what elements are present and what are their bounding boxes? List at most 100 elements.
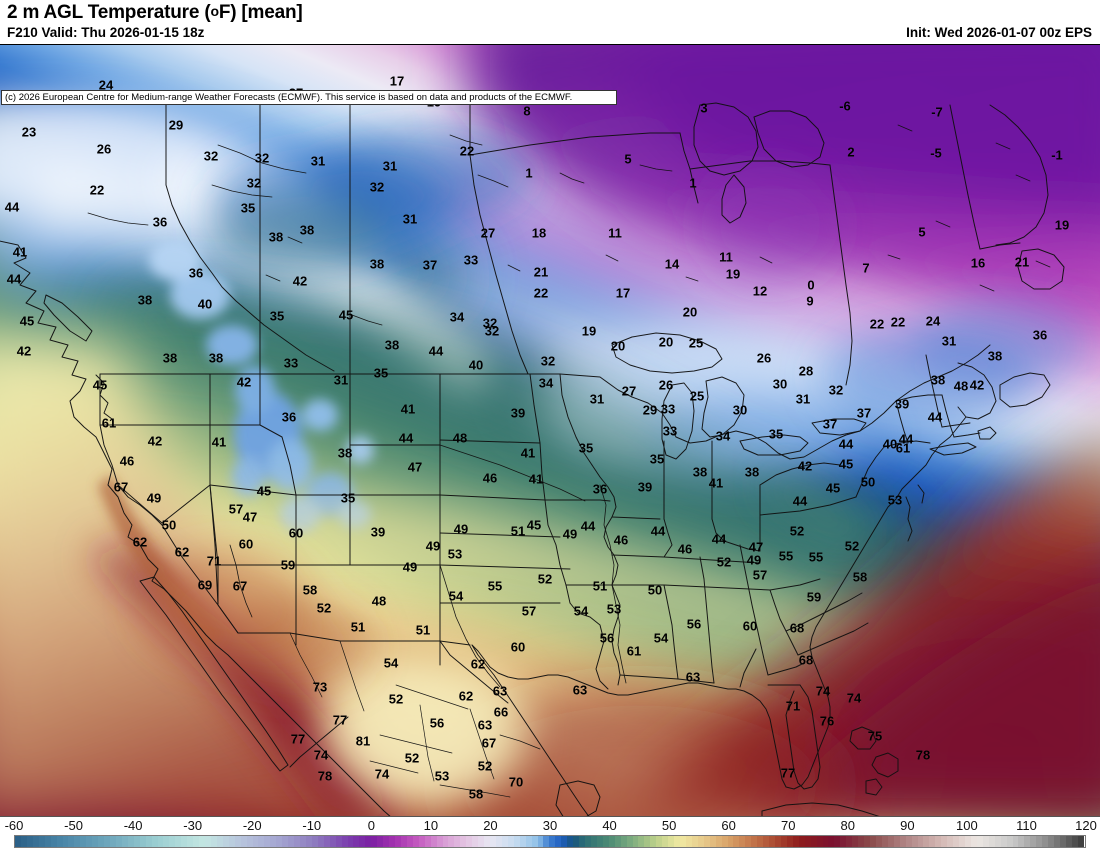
temp-label: 78	[317, 768, 333, 784]
temp-label: 5	[918, 224, 926, 240]
colorbar-cell	[834, 836, 841, 847]
temp-label: 63	[685, 669, 701, 685]
colorbar-cell	[573, 836, 580, 847]
colorbar-cell	[121, 836, 128, 847]
colorbar-cell	[104, 836, 110, 847]
colorbar-cell	[976, 836, 983, 847]
colorbar-cell	[685, 836, 692, 847]
colorbar-cell	[525, 836, 532, 847]
colorbar-cell	[644, 836, 651, 847]
temp-label: 45	[526, 517, 542, 533]
colorbar-cell	[775, 836, 781, 847]
temp-label: 0	[807, 277, 815, 293]
temp-label: 29	[642, 402, 658, 418]
temp-label: 24	[98, 77, 114, 93]
temp-label: 39	[370, 524, 386, 540]
watermark-text-right: tal weather	[879, 813, 1094, 816]
temperature-map[interactable]: (c) 2026 European Centre for Medium-rang…	[0, 44, 1100, 817]
temp-label: 54	[383, 655, 399, 671]
colorbar-cell	[751, 836, 758, 847]
colorbar-tick-labels: -60 -50 -40 -30 -20 -10 0 10 20 30 40 50 60 70 80 90 100…	[0, 818, 1100, 834]
temp-label: 22	[89, 182, 105, 198]
colorbar-tick: 10	[423, 818, 439, 833]
temp-label: 27	[480, 225, 496, 241]
temp-label: 44	[398, 430, 414, 446]
temp-label: 60	[238, 536, 254, 552]
colorbar-cell	[1065, 836, 1072, 847]
temp-label: 51	[350, 619, 366, 635]
colorbar-cell	[347, 836, 354, 847]
temp-label: 77	[332, 712, 348, 728]
colorbar-cell	[139, 836, 146, 847]
colorbar-cell	[965, 836, 971, 847]
colorbar-cell	[786, 836, 793, 847]
temp-label: -7	[931, 104, 943, 120]
temp-label: 36	[1032, 327, 1048, 343]
colorbar-cell	[472, 836, 479, 847]
temp-label: 37	[822, 416, 838, 432]
colorbar-cell	[804, 836, 811, 847]
temp-label: 63	[572, 682, 588, 698]
colorbar-cell	[650, 836, 657, 847]
colorbar-tick: -30	[183, 818, 203, 833]
temp-label: 14	[664, 256, 680, 272]
page-title: 2 m AGL Temperature (oF) [mean]	[7, 2, 303, 23]
colorbar-cell	[323, 836, 330, 847]
temp-label: 61	[101, 415, 117, 431]
colorbar-cell	[264, 836, 271, 847]
colorbar-cell	[163, 836, 170, 847]
temp-label: 32	[540, 353, 556, 369]
colorbar-cell	[86, 836, 93, 847]
colorbar-cell	[608, 836, 615, 847]
temp-label: 48	[371, 593, 387, 609]
temp-label: 20	[610, 338, 626, 354]
temp-label: 11	[719, 249, 733, 265]
temp-label: 58	[302, 582, 318, 598]
temp-label: 46	[613, 532, 629, 548]
temp-label: 38	[208, 350, 224, 366]
temp-label: 68	[798, 652, 814, 668]
colorbar-cell	[632, 836, 639, 847]
colorbar-cell	[181, 836, 188, 847]
colorbar-tick: 30	[542, 818, 558, 833]
temp-label: 41	[708, 475, 724, 491]
colorbar-cell	[210, 836, 217, 847]
temp-label: 40	[882, 436, 898, 452]
colorbar-cell	[216, 836, 223, 847]
colorbar-tick: 110	[1016, 818, 1037, 833]
temp-label: 41	[520, 445, 536, 461]
temp-label: 62	[470, 656, 486, 672]
colorbar-tick: 50	[661, 818, 677, 833]
colorbar-cell	[697, 836, 704, 847]
temp-label: 3	[700, 100, 708, 116]
colorbar-cell	[620, 836, 627, 847]
temp-label: 50	[161, 517, 177, 533]
colorbar-cell	[858, 836, 865, 847]
colorbar-cell	[674, 836, 680, 847]
colorbar-cell	[757, 836, 764, 847]
colorbar-cell	[1048, 836, 1055, 847]
colorbar-cell	[329, 836, 336, 847]
pivotal-weather-watermark: piv	[798, 813, 1094, 816]
colorbar-cell	[377, 836, 384, 847]
colorbar-cell	[276, 836, 283, 847]
colorbar-cell	[899, 836, 906, 847]
colorbar-cell	[110, 836, 116, 847]
temp-label: 42	[797, 458, 813, 474]
temp-label: 45	[338, 307, 354, 323]
colorbar-cell	[395, 836, 401, 847]
colorbar-tick: 100	[956, 818, 978, 833]
temp-label: 53	[434, 768, 450, 784]
colorbar-cell	[680, 836, 686, 847]
temp-label: 36	[592, 481, 608, 497]
temp-label: 41	[211, 434, 227, 450]
temp-label: 48	[953, 378, 969, 394]
temp-label: 50	[860, 474, 876, 490]
temp-label: 31	[795, 391, 811, 407]
temp-label: 44	[580, 518, 596, 534]
temp-label: 75	[867, 728, 883, 744]
colorbar-cell	[1042, 836, 1049, 847]
temp-label: 16	[970, 255, 986, 271]
temp-label: 50	[647, 582, 663, 598]
